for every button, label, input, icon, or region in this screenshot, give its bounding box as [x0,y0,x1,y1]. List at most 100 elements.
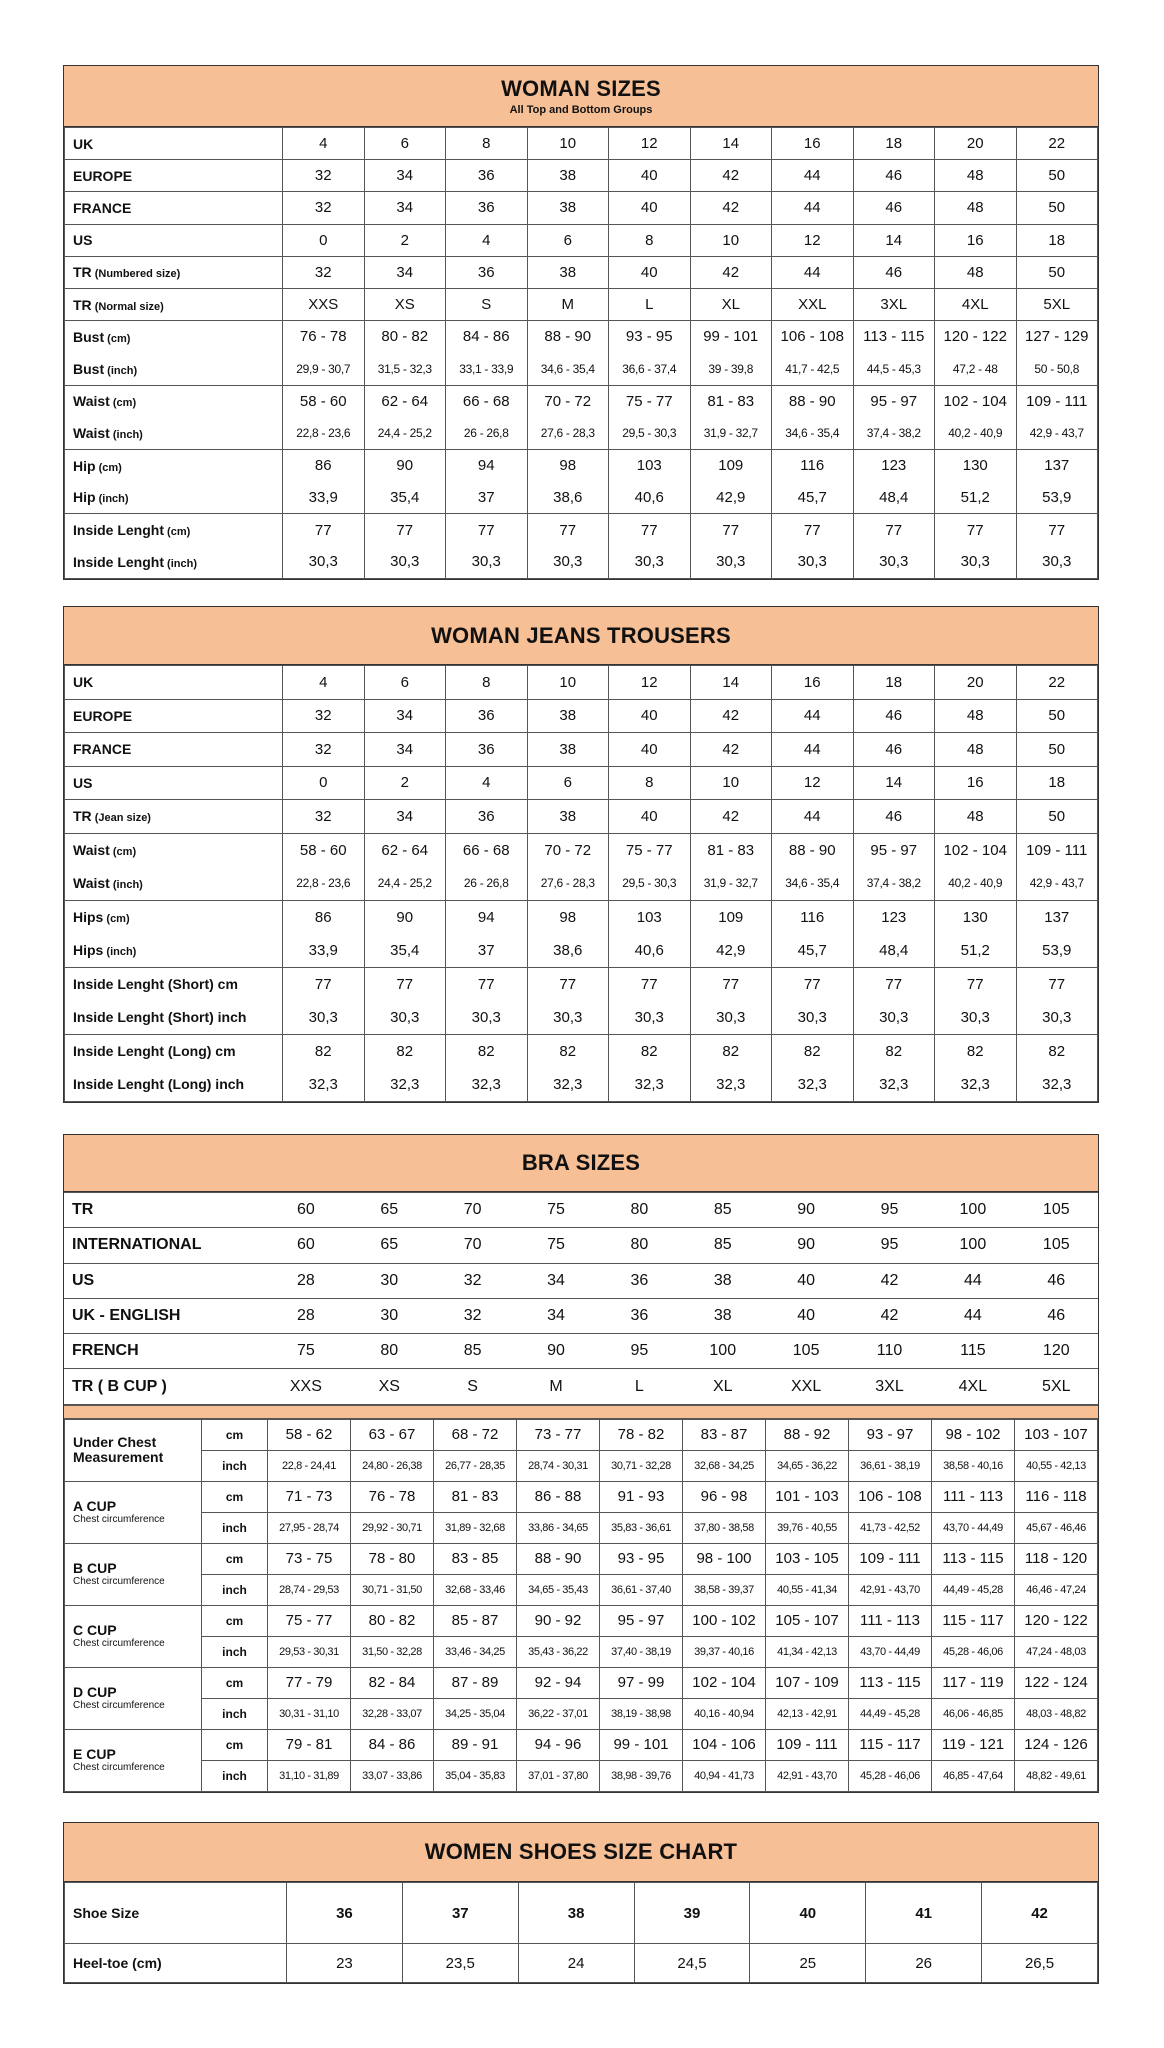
table-cell: 90 - 92 [516,1604,600,1637]
cup-name: B CUP [73,1560,117,1577]
table-cell: 30,3 [363,1000,446,1035]
table-cell: M [514,1368,598,1405]
row-label-main: Inside Lenght [73,522,164,539]
unit-label: cm [201,1418,268,1451]
table-row: Waist (inch) 22,8 - 23,6 24,4 - 25,2 26 - 2… [64,866,1098,901]
table-cell: 109 - 111 [1015,832,1098,867]
table-cell: 14 [852,765,935,800]
table-cell: 10 [526,126,609,161]
table-cell: 30,3 [445,1000,528,1035]
row-label-main: Waist [73,842,110,858]
cup-label: B CUP Chest circumference [64,1542,202,1606]
table-cell: 82 [363,1033,446,1068]
table-cell: 77 [363,966,446,1001]
table-row: TR ( B CUP ) XXS XS S M L XL XXL 3XL 4XL 5XL [64,1368,1098,1405]
table-cell: 38,6 [526,933,609,968]
table-cell: 31,89 - 32,68 [433,1511,517,1544]
row-label-main: Waist [73,875,110,891]
table-cell: 46 [852,799,935,834]
row-label: TR ( B CUP ) [64,1368,265,1405]
table-cell: 30,3 [282,1000,365,1035]
table-cell: 82 [689,1033,772,1068]
table-cell: XXS [282,287,365,322]
row-label-main: TR [73,296,92,313]
table-cell: 109 [689,448,772,482]
table-cell: 22,8 - 23,6 [282,417,365,450]
table-cell: 95 [597,1333,682,1370]
row-label-main: Hips [73,942,104,958]
table-cell: 6 [363,126,446,161]
row-label: UK [64,126,283,161]
table-cell: 124 - 126 [1014,1728,1098,1761]
table-cell: 12 [771,765,854,800]
row-label-main: TR ( B CUP ) [72,1377,167,1395]
row-label-main: Bust [73,360,105,377]
table-cell: 24,4 - 25,2 [363,866,446,901]
table-cell: 44 [771,191,854,225]
table-cell: 32,3 [445,1067,528,1102]
table-cell: 122 - 124 [1014,1666,1098,1699]
table-cell: 107 - 109 [765,1666,849,1699]
table-cell: 34,65 - 35,43 [516,1573,600,1606]
table-cell: 30,3 [1015,545,1098,579]
table-cell: 27,6 - 28,3 [526,417,609,450]
table-cell: 46,06 - 46,85 [931,1697,1015,1730]
table-cell: 30,31 - 31,10 [267,1697,351,1730]
row-label: INTERNATIONAL [64,1227,265,1264]
table-cell: 43,70 - 44,49 [848,1635,932,1668]
table-cell: 82 - 84 [350,1666,434,1699]
table-cell: 36 [445,159,528,193]
table-row: Inside Lenght (Long) inch 32,3 32,3 32,3 32,… [64,1067,1098,1102]
table-cell: 48,82 - 49,61 [1014,1759,1098,1792]
row-label: Bust (inch) [64,352,283,386]
table-cell: 45,67 - 46,46 [1014,1511,1098,1544]
table-cell: 24 [517,1943,635,1983]
shoe-size-grid: Shoe Size 36 37 38 39 40 41 42 Heel-toe (cm) 23 23… [63,1882,1098,1983]
table-cell: 34,6 - 35,4 [771,417,854,450]
table-cell: 24,4 - 25,2 [363,417,446,450]
row-label-main: US [73,232,93,249]
table-cell: 0 [282,765,365,800]
table-cell: 8 [608,765,691,800]
table-cell: 82 [1015,1033,1098,1068]
table-cell: 30,3 [771,545,854,579]
row-label: FRANCE [64,191,283,225]
size-grid: UK 4 6 8 10 12 14 16 18 20 22 EUROPE 32 34 36 38 40 42 44 4… [64,126,1098,579]
table-cell: 30 [347,1297,431,1335]
table-row: TR (Numbered size) 32 34 36 38 40 42 44 46 48 50 [64,255,1098,289]
table-cell: 102 - 104 [682,1666,766,1699]
women-shoes-table: WOMEN SHOES SIZE CHART Shoe Size 36 37 38 39… [63,1822,1099,1984]
row-label: Waist (cm) [64,832,283,867]
table-cell: 32 [282,698,365,733]
table-cell: 76 - 78 [282,320,365,353]
row-label-main: EUROPE [73,167,133,184]
table-cell: 34 [363,255,446,289]
table-cell: 42,91 - 43,70 [765,1759,849,1792]
size-grid: UK 4 6 8 10 12 14 16 18 20 22 EUROPE 32 34 36 38 40 42 44 4… [64,665,1098,1102]
table-cell: 88 - 90 [526,320,609,353]
table-cell: 93 - 95 [608,320,691,353]
table-cell: 45,7 [771,933,854,968]
table-cell: 39,76 - 40,55 [765,1511,849,1544]
table-cell: 28,74 - 30,31 [516,1449,600,1482]
table-cell: 30,71 - 31,50 [350,1573,434,1606]
table-cell: 103 [608,448,691,482]
table-cell: 28 [264,1297,348,1335]
table-cell: 37,80 - 38,58 [682,1511,766,1544]
table-row: Inside Lenght (inch) 30,3 30,3 30,3 30,3 30,3… [64,545,1098,579]
table-cell: 100 [681,1333,765,1370]
table-cell: 46 [1014,1297,1098,1335]
table-cell: 48 [934,159,1017,193]
row-label-main: US [72,1271,95,1289]
table-cell: 77 [852,966,935,1001]
table-cell: 34,6 - 35,4 [526,352,609,386]
table-cell: 82 [526,1033,609,1068]
table-cell: 50 [1015,732,1098,767]
table-cell: 77 [934,966,1017,1001]
table-row: Inside Lenght (Short) inch 30,3 30,3 30,3 30… [64,1000,1098,1035]
table-cell: 4XL [931,1368,1015,1405]
table-row: inch 28,74 - 29,53 30,71 - 31,50 32,68 - 33… [65,1573,1098,1606]
table-cell: 115 - 117 [848,1728,932,1761]
table-row: US 28 30 32 34 36 38 40 42 44 46 [64,1262,1098,1299]
row-label-main: Inside Lenght (Short) inch [73,1009,247,1025]
